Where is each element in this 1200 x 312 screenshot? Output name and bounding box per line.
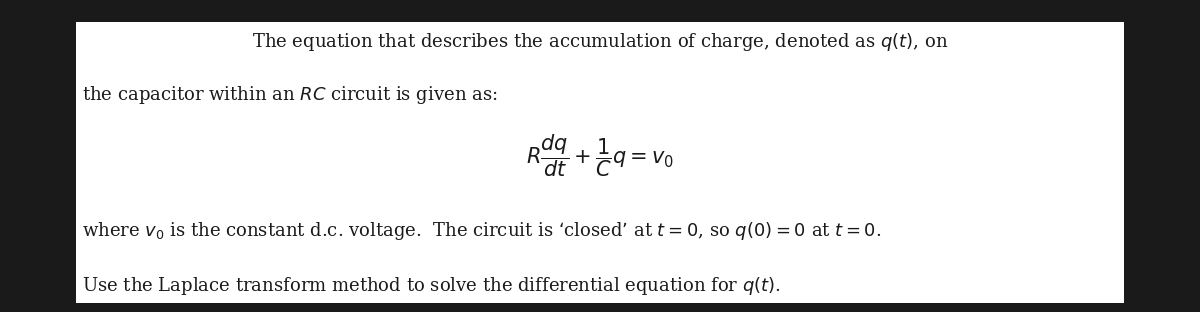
Text: $R\dfrac{dq}{dt} + \dfrac{1}{C}q = v_0$: $R\dfrac{dq}{dt} + \dfrac{1}{C}q = v_0$ bbox=[526, 133, 674, 179]
Text: The equation that describes the accumulation of charge, denoted as $q(t)$, on: The equation that describes the accumula… bbox=[252, 31, 948, 53]
Text: Use the Laplace transform method to solve the differential equation for $q(t)$.: Use the Laplace transform method to solv… bbox=[82, 275, 780, 297]
Text: where $v_0$ is the constant d.c. voltage.  The circuit is ‘closed’ at $t = 0$, s: where $v_0$ is the constant d.c. voltage… bbox=[82, 220, 881, 242]
FancyBboxPatch shape bbox=[76, 22, 1124, 303]
Text: the capacitor within an $RC$ circuit is given as:: the capacitor within an $RC$ circuit is … bbox=[82, 84, 497, 106]
